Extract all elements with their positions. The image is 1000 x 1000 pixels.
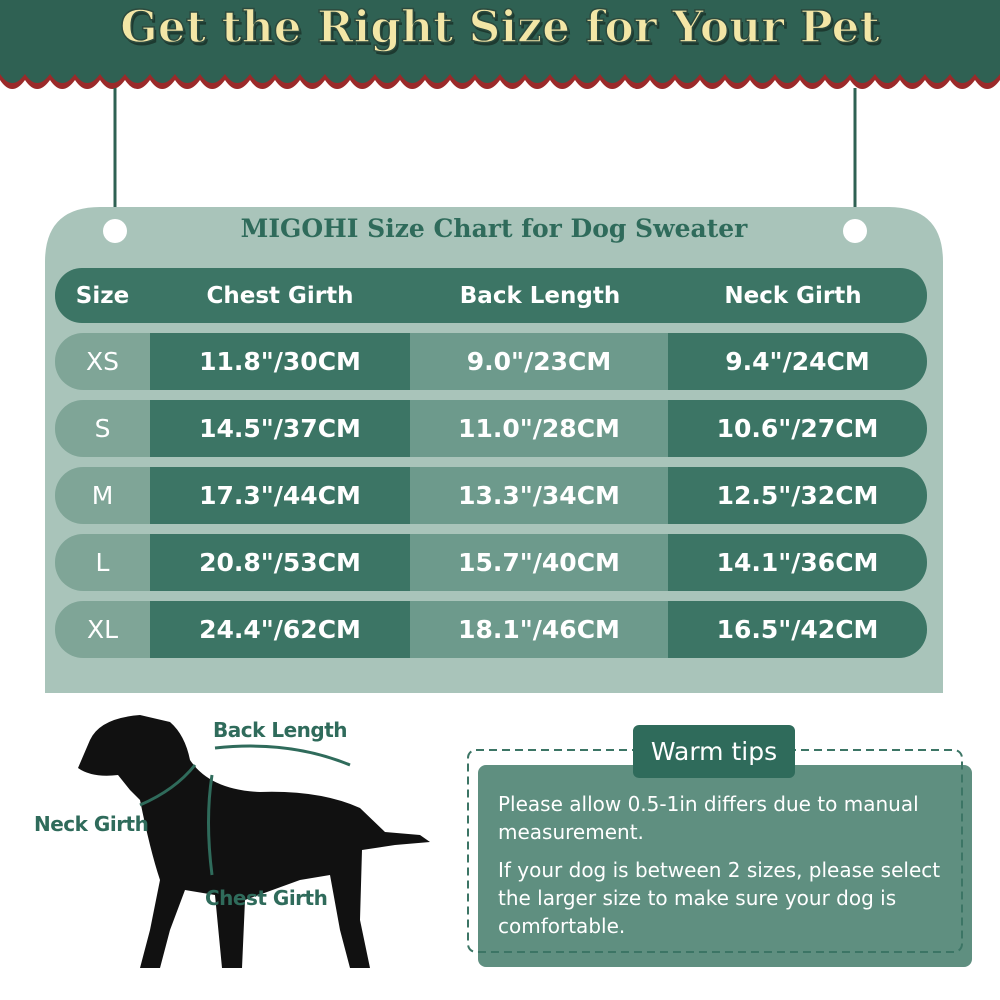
size-label: XS bbox=[55, 333, 150, 390]
column-header: Size bbox=[75, 282, 130, 309]
header-row bbox=[55, 268, 927, 323]
size-value: 9.0"/23CM bbox=[410, 333, 668, 390]
size-value: 24.4"/62CM bbox=[150, 601, 410, 658]
size-value: 11.0"/28CM bbox=[410, 400, 668, 457]
column-header: Neck Girth bbox=[724, 282, 862, 309]
size-value: 14.5"/37CM bbox=[150, 400, 410, 457]
size-value: 14.1"/36CM bbox=[668, 534, 927, 591]
label-back-length: Back Length bbox=[213, 718, 348, 742]
size-value: 10.6"/27CM bbox=[668, 400, 927, 457]
arrow bbox=[139, 764, 197, 807]
size-value: 20.8"/53CM bbox=[150, 534, 410, 591]
size-value: 11.8"/30CM bbox=[150, 333, 410, 390]
hole bbox=[843, 219, 867, 243]
column-header: Chest Girth bbox=[206, 282, 354, 309]
page-title: Get the Right Size for Your Pet bbox=[119, 1, 880, 54]
size-value: 12.5"/32CM bbox=[668, 467, 927, 524]
size-value: 16.5"/42CM bbox=[668, 601, 927, 658]
table-title: MIGOHI Size Chart for Dog Sweater bbox=[240, 214, 748, 243]
tips-tab bbox=[633, 725, 795, 778]
tip: Please allow 0.5-1in differs due to manu… bbox=[498, 792, 919, 844]
tips-title: Warm tips bbox=[650, 737, 778, 766]
arrow bbox=[214, 744, 351, 767]
header-band bbox=[0, 0, 1000, 83]
size-value: 13.3"/34CM bbox=[410, 467, 668, 524]
size-label: M bbox=[55, 467, 150, 524]
size-value: 17.3"/44CM bbox=[150, 467, 410, 524]
label-chest-girth: Chest Girth bbox=[205, 886, 328, 910]
size-value: 9.4"/24CM bbox=[668, 333, 927, 390]
dog-silhouette bbox=[78, 715, 430, 968]
tips-text: Please allow 0.5-1in differs due to manu… bbox=[498, 790, 958, 950]
tips-box bbox=[478, 765, 972, 967]
size-label: L bbox=[55, 534, 150, 591]
label-neck-girth: Neck Girth bbox=[34, 812, 149, 836]
column-header: Back Length bbox=[459, 282, 621, 309]
tip: If your dog is between 2 sizes, please s… bbox=[498, 858, 941, 938]
hole bbox=[103, 219, 127, 243]
size-label: S bbox=[55, 400, 150, 457]
size-label: XL bbox=[55, 601, 150, 658]
size-value: 15.7"/40CM bbox=[410, 534, 668, 591]
arrow bbox=[207, 774, 214, 876]
size-value: 18.1"/46CM bbox=[410, 601, 668, 658]
